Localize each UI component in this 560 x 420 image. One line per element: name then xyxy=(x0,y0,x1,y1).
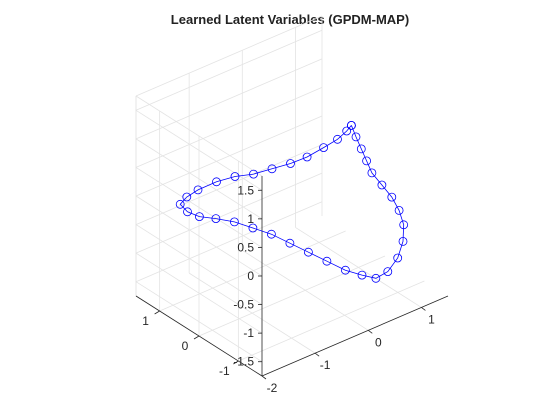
grid-line-z-side xyxy=(135,138,263,220)
data-point xyxy=(248,223,258,233)
z-tick-label: 1.5 xyxy=(237,183,254,197)
grid-line-z-back xyxy=(135,172,323,254)
data-point xyxy=(249,169,258,179)
data-point xyxy=(351,132,361,142)
data-point xyxy=(393,253,403,263)
data-layer xyxy=(175,121,409,283)
grid-line-z-back xyxy=(135,115,323,197)
data-point xyxy=(175,199,185,209)
box-top-edge-x xyxy=(135,15,323,97)
grid-line-z-side xyxy=(135,109,263,191)
z-tick-label: 0 xyxy=(247,269,254,283)
grid-line-y-floor xyxy=(198,255,386,337)
grid-line-z-side xyxy=(135,281,263,363)
data-point xyxy=(286,159,295,168)
y-tick-mark xyxy=(193,335,200,340)
z-tick-label: -0.5 xyxy=(233,298,254,312)
box-top-edge-y xyxy=(135,95,263,177)
z-tick-label: -1.5 xyxy=(233,355,254,369)
grid-line-z-side xyxy=(135,224,263,305)
x-tick-label: -1 xyxy=(320,358,331,372)
data-point xyxy=(346,121,356,130)
data-point xyxy=(340,265,350,275)
data-point xyxy=(399,220,409,230)
y-tick-label: 1 xyxy=(142,314,149,328)
data-point xyxy=(229,217,239,227)
data-point xyxy=(182,192,192,202)
data-point xyxy=(333,134,342,144)
grid-line-z-side xyxy=(135,195,263,277)
grid-line-z-side xyxy=(135,167,263,248)
grid-line-z-back xyxy=(135,201,323,283)
grid-line-z-side xyxy=(135,252,263,334)
data-point xyxy=(302,152,312,162)
data-point xyxy=(342,126,352,136)
data-point xyxy=(285,238,295,248)
data-point xyxy=(319,143,329,153)
y-tick-label: 0 xyxy=(182,339,189,353)
data-point xyxy=(377,180,387,190)
data-point xyxy=(211,214,221,224)
data-point xyxy=(230,172,240,181)
x-tick-mark xyxy=(314,352,320,357)
data-point xyxy=(394,205,404,215)
data-point xyxy=(183,207,192,217)
x-tick-mark xyxy=(368,329,373,334)
data-point xyxy=(383,267,393,277)
grid-line-z-back xyxy=(135,58,323,140)
data-point xyxy=(212,177,221,187)
grid-line-y-floor xyxy=(238,280,425,362)
data-point xyxy=(194,212,204,222)
data-point xyxy=(356,144,366,154)
grid-line-z-back xyxy=(135,29,323,111)
grid-line-z-back xyxy=(135,87,323,168)
data-point xyxy=(362,156,372,166)
x-tick-mark xyxy=(261,375,267,380)
z-tick-label: 0.5 xyxy=(237,240,254,254)
grid-line-y-floor xyxy=(159,230,346,312)
z-tick-label: 1 xyxy=(247,212,254,226)
data-point xyxy=(398,236,408,246)
z-tick-label: -1 xyxy=(243,326,254,340)
grid-layer xyxy=(135,15,425,377)
data-point xyxy=(303,247,313,257)
data-point xyxy=(371,273,381,283)
data-point xyxy=(357,270,367,280)
x-tick-mark xyxy=(421,307,426,311)
data-point xyxy=(322,256,332,266)
data-point xyxy=(193,185,203,195)
grid-line-z-back xyxy=(135,144,323,225)
chart-title: Learned Latent Variables (GPDM-MAP) xyxy=(171,12,409,27)
data-point xyxy=(267,164,277,174)
data-point xyxy=(387,192,397,202)
tick-layer: -2-101-101-1.5-1-0.500.511.5 xyxy=(142,183,435,395)
x-axis-line xyxy=(261,295,449,377)
y-tick-mark xyxy=(154,310,160,315)
data-point xyxy=(266,229,276,239)
data-point xyxy=(367,168,377,178)
x-tick-label: 1 xyxy=(428,312,435,326)
y-tick-mark xyxy=(233,360,239,365)
x-tick-label: 0 xyxy=(375,335,382,349)
y-tick-label: -1 xyxy=(219,364,230,378)
series-0-line xyxy=(179,125,405,279)
x-tick-label: -2 xyxy=(267,381,278,395)
